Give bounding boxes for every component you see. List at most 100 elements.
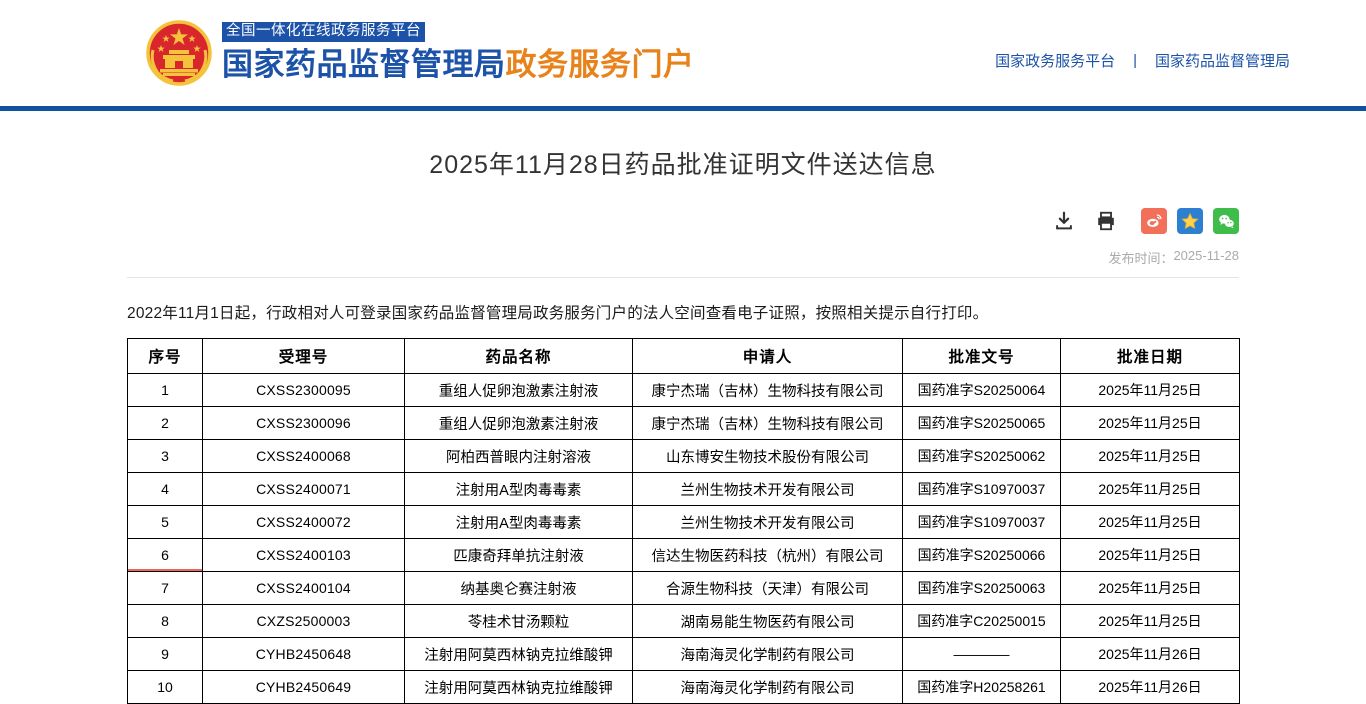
cell-applicant: 山东博安生物技术股份有限公司 [632, 439, 903, 473]
column-header-applicant: 申请人 [632, 338, 903, 374]
cell-index: 2 [127, 406, 203, 440]
cell-applicant: 合源生物科技（天津）有限公司 [632, 571, 903, 605]
download-icon[interactable] [1051, 208, 1077, 234]
cell-applicant: 海南海灵化学制药有限公司 [632, 670, 903, 704]
cell-drug-name: 苓桂术甘汤颗粒 [404, 604, 633, 638]
cell-index: 10 [127, 670, 203, 704]
site-brand[interactable]: 全国一体化在线政务服务平台 国家药品监督管理局政务服务门户 [146, 20, 695, 86]
cell-approval-date: 2025年11月26日 [1060, 637, 1240, 671]
cell-approval-date: 2025年11月25日 [1060, 439, 1240, 473]
cell-approval-no: 国药准字S20250066 [902, 538, 1061, 572]
cell-approval-date: 2025年11月25日 [1060, 604, 1240, 638]
article-action-bar [127, 208, 1239, 234]
cell-drug-name: 重组人促卵泡激素注射液 [404, 373, 633, 407]
cell-approval-no: 国药准字C20250015 [902, 604, 1061, 638]
cell-accept-no: CXSS2400072 [202, 505, 405, 539]
table-row: 5 CXSS2400072 注射用A型肉毒毒素 兰州生物技术开发有限公司 国药准字S10… [127, 505, 1240, 539]
approval-table-wrap: 序号 受理号 药品名称 申请人 批准文号 批准日期 1 CXSS2300095 重组… [127, 338, 1240, 704]
intro-paragraph: 2022年11月1日起，行政相对人可登录国家药品监督管理局政务服务门户的法人空间… [127, 305, 989, 322]
article-container: 2025年11月28日药品批准证明文件送达信息 [127, 106, 1240, 704]
cell-approval-no: 国药准字S20250063 [902, 571, 1061, 605]
cell-drug-name: 注射用阿莫西林钠克拉维酸钾 [404, 670, 633, 704]
cell-accept-no: CXSS2400104 [202, 571, 405, 605]
cell-drug-name: 注射用A型肉毒毒素 [404, 472, 633, 506]
cell-approval-date: 2025年11月25日 [1060, 373, 1240, 407]
meta-divider [127, 277, 1239, 278]
cell-index: 5 [127, 505, 203, 539]
platform-tag: 全国一体化在线政务服务平台 [222, 22, 425, 42]
cell-approval-date: 2025年11月26日 [1060, 670, 1240, 704]
cell-applicant: 兰州生物技术开发有限公司 [632, 472, 903, 506]
print-icon[interactable] [1093, 208, 1119, 234]
cell-accept-no: CYHB2450648 [202, 637, 405, 671]
cell-index: 8 [127, 604, 203, 638]
cell-accept-no: CXSS2400103 [202, 538, 405, 572]
cell-approval-no: 国药准字S20250065 [902, 406, 1061, 440]
cell-applicant: 信达生物医药科技（杭州）有限公司 [632, 538, 903, 572]
publish-time-label: 发布时间： [1108, 251, 1174, 266]
cell-approval-no: 国药准字H20258261 [902, 670, 1061, 704]
column-header-index: 序号 [127, 338, 203, 374]
header-nav: 国家政务服务平台 | 国家药品监督管理局 [995, 50, 1290, 71]
cell-index: 4 [127, 472, 203, 506]
cell-approval-date: 2025年11月25日 [1060, 571, 1240, 605]
cell-applicant: 康宁杰瑞（吉林）生物科技有限公司 [632, 406, 903, 440]
publish-time-value: 2025-11-28 [1173, 248, 1239, 263]
cell-approval-no: 国药准字S20250064 [902, 373, 1061, 407]
table-row: 8 CXZS2500003 苓桂术甘汤颗粒 湖南易能生物医药有限公司 国药准字C2025… [127, 604, 1240, 638]
table-row: 3 CXSS2400068 阿柏西普眼内注射溶液 山东博安生物技术股份有限公司 国药准字… [127, 439, 1240, 473]
cell-index: 7 [127, 571, 203, 605]
column-header-accept-no: 受理号 [202, 338, 405, 374]
site-header: 全国一体化在线政务服务平台 国家药品监督管理局政务服务门户 国家政务服务平台 |… [0, 0, 1366, 111]
china-national-emblem-icon [146, 20, 212, 86]
brand-title-primary: 国家药品监督管理局 [222, 47, 506, 82]
cell-index: 9 [127, 637, 203, 671]
table-row: 9 CYHB2450648 注射用阿莫西林钠克拉维酸钾 海南海灵化学制药有限公司 ———… [127, 637, 1240, 671]
cell-accept-no: CXSS2400071 [202, 472, 405, 506]
favorite-star-icon[interactable] [1177, 208, 1203, 234]
cell-drug-name: 注射用A型肉毒毒素 [404, 505, 633, 539]
column-header-approval-date: 批准日期 [1060, 338, 1240, 374]
column-header-drug-name: 药品名称 [404, 338, 633, 374]
page-title: 2025年11月28日药品批准证明文件送达信息 [429, 151, 937, 179]
approval-table: 序号 受理号 药品名称 申请人 批准文号 批准日期 1 CXSS2300095 重组… [127, 338, 1240, 704]
table-row: 1 CXSS2300095 重组人促卵泡激素注射液 康宁杰瑞（吉林）生物科技有限公司国… [127, 373, 1240, 407]
cell-index: 1 [127, 373, 203, 407]
nav-link-nmpa[interactable]: 国家药品监督管理局 [1154, 53, 1290, 70]
cell-approval-no: 国药准字S20250062 [902, 439, 1061, 473]
cell-accept-no: CXSS2300096 [202, 406, 405, 440]
cell-index: 6 [127, 538, 203, 572]
table-row: 2 CXSS2300096 重组人促卵泡激素注射液 康宁杰瑞（吉林）生物科技有限公司国… [127, 406, 1240, 440]
cell-applicant: 康宁杰瑞（吉林）生物科技有限公司 [632, 373, 903, 407]
cell-applicant: 湖南易能生物医药有限公司 [632, 604, 903, 638]
wechat-share-icon[interactable] [1213, 208, 1239, 234]
weibo-share-icon[interactable] [1141, 208, 1167, 234]
nav-link-national-service-platform[interactable]: 国家政务服务平台 [995, 53, 1116, 70]
nav-separator: | [1133, 52, 1137, 69]
cell-drug-name: 重组人促卵泡激素注射液 [404, 406, 633, 440]
table-body: 1 CXSS2300095 重组人促卵泡激素注射液 康宁杰瑞（吉林）生物科技有限公司国… [127, 373, 1240, 704]
row-highlight-box [128, 539, 202, 571]
table-header-row: 序号 受理号 药品名称 申请人 批准文号 批准日期 [127, 338, 1240, 374]
cell-drug-name: 注射用阿莫西林钠克拉维酸钾 [404, 637, 633, 671]
cell-approval-no: 国药准字S10970037 [902, 505, 1061, 539]
cell-drug-name: 纳基奥仑赛注射液 [404, 571, 633, 605]
brand-title: 国家药品监督管理局政务服务门户 [222, 44, 695, 86]
table-row: 4 CXSS2400071 注射用A型肉毒毒素 兰州生物技术开发有限公司 国药准字S10… [127, 472, 1240, 506]
cell-accept-no: CXSS2300095 [202, 373, 405, 407]
cell-accept-no: CYHB2450649 [202, 670, 405, 704]
cell-approval-no: ———— [902, 637, 1061, 671]
table-row: 7 CXSS2400104 纳基奥仑赛注射液 合源生物科技（天津）有限公司 国药准字S2… [127, 571, 1240, 605]
cell-approval-date: 2025年11月25日 [1060, 538, 1240, 572]
cell-approval-no: 国药准字S10970037 [902, 472, 1061, 506]
column-header-approval-no: 批准文号 [902, 338, 1061, 374]
cell-index: 3 [127, 439, 203, 473]
cell-applicant: 海南海灵化学制药有限公司 [632, 637, 903, 671]
table-row: 10 CYHB2450649 注射用阿莫西林钠克拉维酸钾 海南海灵化学制药有限公司 国药… [127, 670, 1240, 704]
cell-drug-name: 阿柏西普眼内注射溶液 [404, 439, 633, 473]
cell-drug-name: 匹康奇拜单抗注射液 [404, 538, 633, 572]
table-header: 序号 受理号 药品名称 申请人 批准文号 批准日期 [127, 338, 1240, 374]
header-blue-rule [0, 106, 1366, 111]
publish-meta: 发布时间： 2025-11-28 [127, 248, 1239, 275]
table-row: 6 CXSS2400103 匹康奇拜单抗注射液 信达生物医药科技（杭州）有限公司 国药准… [127, 538, 1240, 572]
